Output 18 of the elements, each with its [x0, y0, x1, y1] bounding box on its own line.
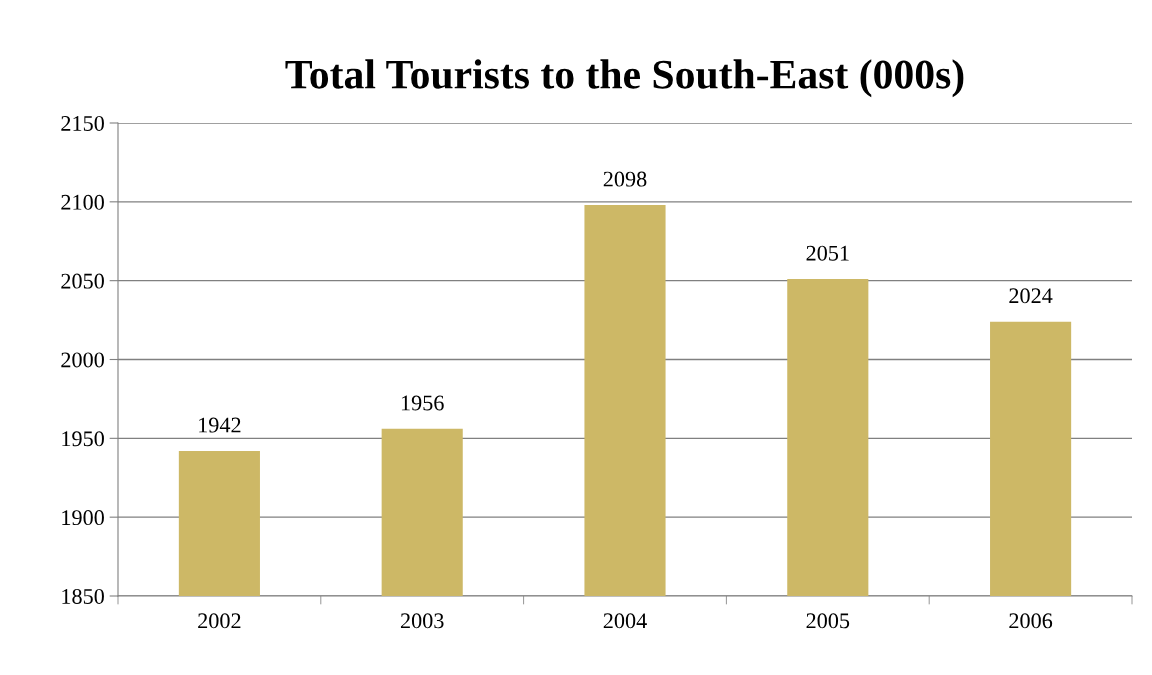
y-tick-label: 2100	[61, 194, 104, 210]
x-tick-label: 2004	[603, 613, 647, 629]
x-tick-label: 2005	[806, 613, 850, 629]
y-tick-label: 2000	[61, 352, 104, 368]
data-label: 2098	[603, 171, 647, 187]
y-tick-label: 1900	[62, 510, 104, 526]
x-tick-label: 2006	[1009, 613, 1053, 629]
y-tick-label: 2050	[61, 273, 104, 289]
data-label: 2024	[1009, 288, 1053, 304]
x-tick-label: 2002	[198, 613, 241, 629]
data-label: 2051	[806, 245, 849, 261]
chart-title: Total Tourists to the South-East (000s)	[285, 59, 964, 98]
y-tick-label: 1850	[62, 588, 104, 604]
data-label: 1956	[401, 395, 444, 411]
y-tick-label: 2150	[61, 115, 104, 131]
y-tick-label: 1950	[62, 431, 104, 447]
data-label: 1942	[199, 417, 241, 433]
x-tick-label: 2003	[400, 613, 444, 629]
